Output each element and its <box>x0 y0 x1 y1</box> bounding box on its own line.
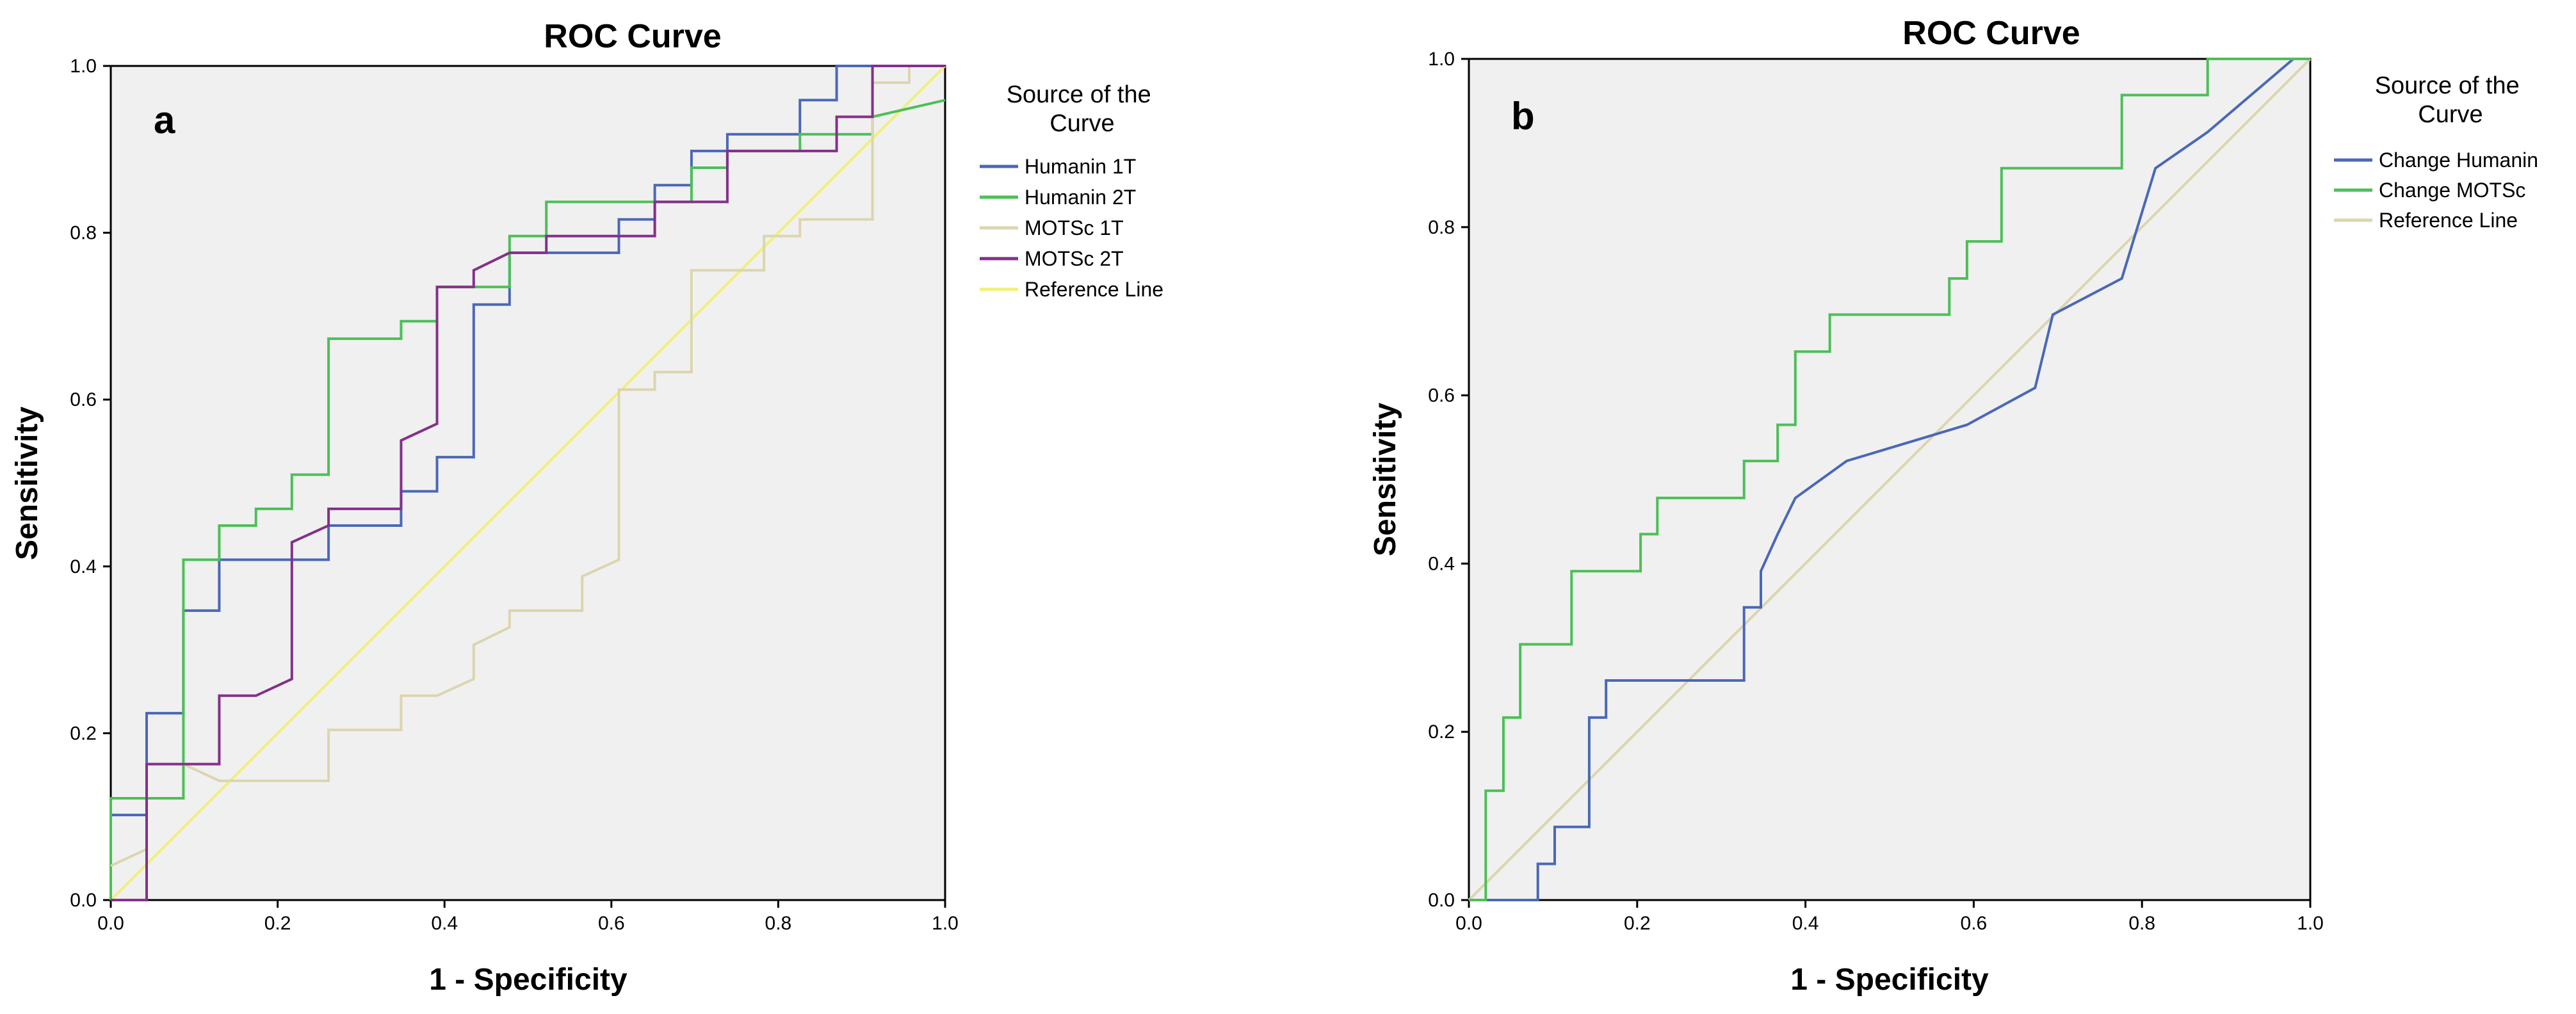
panel-b-y-tick-label: 1.0 <box>1428 49 1455 70</box>
panel-b-series-change-humanin <box>1469 58 2310 901</box>
panel-b-legend-label-change-humanin: Change Humanin <box>2379 149 2538 172</box>
panel-b-y-axis: 0.0 0.2 0.4 0.6 0.8 1.0 <box>1428 49 1469 911</box>
panel-a-label: a <box>154 99 175 141</box>
panel-a-ylabel: Sensitivity <box>10 406 44 560</box>
panel-a-y-tick-label: 0.4 <box>70 556 97 577</box>
panel-a-x-tick-label: 1.0 <box>932 913 959 934</box>
panel-a-x-tick-label: 0.6 <box>598 913 625 934</box>
panel-a-title: ROC Curve <box>544 18 721 55</box>
panel-b-y-tick-label: 0.2 <box>1428 721 1455 743</box>
panel-b-x-tick-label: 0.6 <box>1961 913 1988 934</box>
panel-b-x-tick-label: 0.4 <box>1792 913 1819 934</box>
panel-a-legend-label-motsc-1t: MOTSc 1T <box>1025 216 1124 239</box>
panel-a-legend-label-humanin-2t: Humanin 2T <box>1025 186 1136 209</box>
panel-a-y-axis: 0.0 0.2 0.4 0.6 0.8 1.0 <box>70 56 111 911</box>
panel-a-x-tick-label: 0.2 <box>264 913 291 934</box>
panel-b-legend-title: Source of the Curve <box>2375 72 2527 128</box>
panel-b-y-tick-label: 0.4 <box>1428 553 1455 574</box>
panel-a-series-motsc-2t <box>111 65 945 901</box>
panel-b-legend-items: Change Humanin Change MOTSc Reference Line <box>2334 149 2538 232</box>
panel-b-legend-label-change-motsc: Change MOTSc <box>2379 179 2525 202</box>
panel-a-legend: Source of the Curve Humanin 1T Humanin 2T… <box>980 81 1163 301</box>
panel-b-x-tick-label: 1.0 <box>2297 913 2324 934</box>
panel-b-series <box>1468 58 2312 901</box>
panel-b-ylabel: Sensitivity <box>1368 403 1402 556</box>
panel-b-y-tick-label: 0.6 <box>1428 385 1455 406</box>
panel-a-y-tick-label: 0.8 <box>70 223 97 244</box>
panel-b-x-tick-label: 0.2 <box>1624 913 1651 934</box>
panel-b-chart: ROC Curve b 0.0 0.2 0.4 0.6 0.8 1.0 0.0 0.2 0.4… <box>1368 15 2538 997</box>
panel-a-series-motsc-1t <box>110 65 945 867</box>
panel-b-x-tick-label: 0.8 <box>2128 913 2155 934</box>
panel-a-series <box>109 65 946 901</box>
panel-b-legend-title-line1: Source of the <box>2375 72 2520 99</box>
panel-a-y-tick-label: 0.6 <box>70 389 97 410</box>
panel-b-legend-label-reference-line: Reference Line <box>2379 209 2518 232</box>
panel-a-chart: ROC Curve a 0.0 0.2 0.4 0.6 0.8 1.0 0.0 0.2 0.4… <box>10 18 1163 997</box>
panel-a-y-tick-label: 1.0 <box>70 56 97 77</box>
panel-a-series-humanin-1t <box>109 65 945 900</box>
panel-b-y-tick-label: 0.0 <box>1428 890 1455 911</box>
panel-b-title: ROC Curve <box>1902 15 2080 52</box>
panel-a-legend-label-motsc-2t: MOTSc 2T <box>1025 247 1124 270</box>
panel-a-xlabel: 1 - Specificity <box>429 963 628 997</box>
panel-a-x-axis: 0.0 0.2 0.4 0.6 0.8 1.0 <box>97 900 959 934</box>
panel-a-x-tick-label: 0.0 <box>97 913 124 934</box>
panel-b-y-tick-label: 0.8 <box>1428 217 1455 238</box>
panel-a-series-reference-line <box>109 65 946 901</box>
panel-a-legend-title: Source of the Curve <box>1007 81 1158 137</box>
panel-a-legend-title-line2: Curve <box>1049 110 1114 137</box>
panel-b-series-reference-line <box>1468 58 2312 901</box>
panel-b-label: b <box>1511 95 1535 138</box>
panel-a-legend-title-line1: Source of the <box>1007 81 1151 108</box>
panel-a-y-tick-label: 0.0 <box>70 890 97 911</box>
panel-b-xlabel: 1 - Specificity <box>1790 963 1989 997</box>
panel-a-legend-label-reference-line: Reference Line <box>1025 278 1163 301</box>
panel-b-x-axis: 0.0 0.2 0.4 0.6 0.8 1.0 <box>1455 900 2324 934</box>
panel-a-y-tick-label: 0.2 <box>70 723 97 744</box>
panel-b-x-tick-label: 0.0 <box>1455 913 1482 934</box>
panel-b-legend-title-line2: Curve <box>2418 101 2483 128</box>
panel-b-series-change-motsc <box>1469 58 2310 901</box>
panel-a-x-tick-label: 0.4 <box>431 913 458 934</box>
panel-b-legend: Source of the Curve Change HumaninChange… <box>2334 72 2538 232</box>
panel-a-legend-items: Humanin 1T Humanin 2T MOTSc 1T MOTSc 2T Refe… <box>980 155 1163 301</box>
panel-a-legend-label-humanin-1t: Humanin 1T <box>1025 155 1136 178</box>
panel-a-x-tick-label: 0.8 <box>765 913 792 934</box>
